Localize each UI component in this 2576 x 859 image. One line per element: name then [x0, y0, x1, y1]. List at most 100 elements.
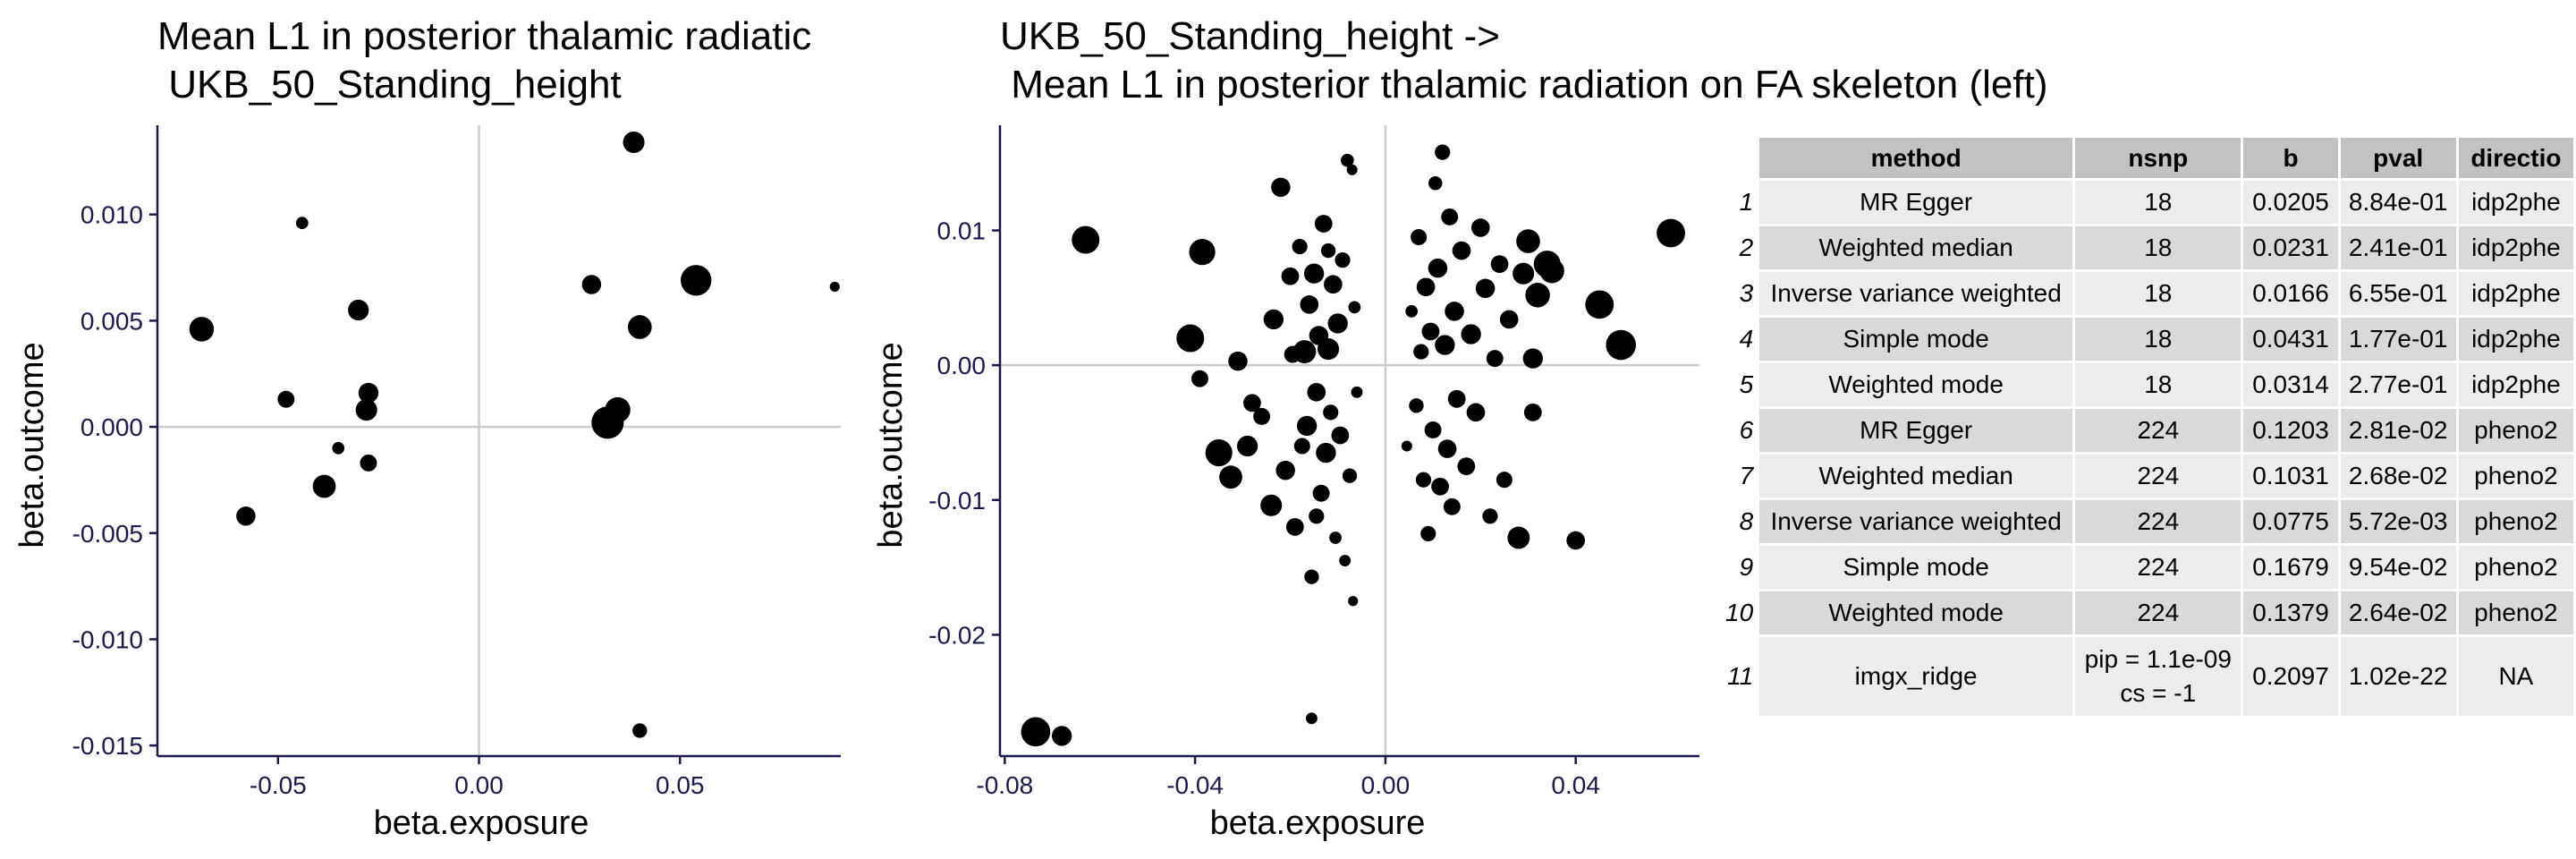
header-index: [1725, 138, 1757, 178]
x-tick-label: -0.08: [976, 771, 1033, 799]
data-point: [1499, 310, 1519, 329]
data-point: [1351, 386, 1363, 398]
y-tick-label: -0.005: [72, 520, 143, 548]
data-point: [1435, 335, 1455, 355]
data-point: [581, 275, 602, 294]
data-point: [1072, 225, 1100, 254]
data-point: [1437, 439, 1457, 458]
data-point: [1475, 278, 1496, 299]
table-row: 7 Weighted median 224 0.1031 2.68e-02 pheno2: [1725, 455, 2573, 498]
data-point: [1314, 215, 1333, 233]
cell-pval: 1.77e-01: [2340, 318, 2456, 361]
data-point: [1219, 465, 1242, 489]
y-tick-label: -0.015: [72, 732, 143, 760]
data-point: [1335, 252, 1351, 268]
header-direction: directio: [2458, 138, 2573, 178]
data-point: [1470, 218, 1490, 237]
data-point: [1329, 532, 1342, 544]
data-point: [1445, 302, 1464, 321]
chart-title: UKB_50_Standing_height: [157, 63, 622, 106]
table-row: 8 Inverse variance weighted 224 0.0775 5.72e…: [1725, 500, 2573, 543]
y-tick-label: 0.01: [937, 217, 987, 245]
data-point: [1435, 144, 1451, 160]
cell-nsnp: 224: [2075, 546, 2241, 589]
data-point: [1342, 468, 1358, 483]
row-index: 6: [1739, 416, 1754, 444]
table-row: 6 MR Egger 224 0.1203 2.81e-02 pheno2: [1725, 409, 2573, 452]
cell-nsnp: 224: [2075, 500, 2241, 543]
table-row: 9 Simple mode 224 0.1679 9.54e-02 pheno2: [1725, 546, 2573, 589]
table-row: 2 Weighted median 18 0.0231 2.41e-01 idp2phe: [1725, 226, 2573, 269]
y-tick-label: -0.010: [72, 625, 143, 653]
cell-method: imgx_ridge: [1759, 637, 2073, 716]
y-tick-label: 0.000: [80, 413, 143, 441]
data-point: [1507, 526, 1530, 549]
data-point: [1405, 305, 1419, 318]
data-point: [1513, 262, 1535, 285]
cell-nsnp: 224: [2075, 591, 2241, 634]
cell-nsnp: 18: [2075, 318, 2241, 361]
x-tick-label: 0.05: [656, 771, 705, 799]
data-point: [1228, 351, 1248, 371]
data-point: [1307, 382, 1326, 402]
data-point: [312, 474, 336, 498]
cell-pval: 2.68e-02: [2340, 455, 2456, 498]
data-point: [1447, 389, 1466, 408]
table-row: 10 Weighted mode 224 0.1379 2.64e-02 pheno2: [1725, 591, 2573, 634]
table-row: 5 Weighted mode 18 0.0314 2.77e-01 idp2phe: [1725, 363, 2573, 406]
table-row: 11 imgx_ridge pip = 1.1e-09 cs = -1 0.2097 1.…: [1725, 637, 2573, 716]
cell-b: 0.0205: [2243, 181, 2338, 224]
data-point: [236, 506, 256, 526]
data-point: [1189, 238, 1216, 266]
data-point: [1339, 555, 1352, 567]
cell-method: Weighted median: [1759, 226, 2073, 269]
cell-method: MR Egger: [1759, 409, 2073, 452]
data-point: [1461, 324, 1481, 344]
table-row: 4 Simple mode 18 0.0431 1.77e-01 idp2phe: [1725, 318, 2573, 361]
data-point: [1260, 494, 1283, 516]
y-tick-label: 0.005: [80, 307, 143, 335]
data-point: [1566, 531, 1586, 550]
data-point: [1490, 255, 1509, 274]
chart-title: Mean L1 in posterior thalamic radiatic: [157, 14, 811, 58]
y-tick-label: 0.00: [937, 352, 987, 379]
y-tick-label: -0.02: [928, 621, 986, 649]
data-point: [360, 454, 377, 472]
cell-b: 0.1031: [2243, 455, 2338, 498]
x-axis-label: beta.exposure: [1210, 804, 1426, 842]
table-row: 3 Inverse variance weighted 18 0.0166 6.55e-…: [1725, 272, 2573, 315]
cell-method: Inverse variance weighted: [1759, 272, 2073, 315]
cell-pval: 5.72e-03: [2340, 500, 2456, 543]
data-point: [1205, 439, 1233, 467]
x-axis-label: beta.exposure: [374, 804, 589, 842]
data-point: [1281, 267, 1300, 285]
cell-direction: idp2phe: [2458, 318, 2573, 361]
chart-title: UKB_50_Standing_height ->: [1000, 14, 1500, 58]
data-point: [1428, 258, 1448, 278]
cell-direction: pheno2: [2458, 546, 2573, 589]
data-point: [1482, 508, 1498, 524]
table-row: 1 MR Egger 18 0.0205 8.84e-01 idp2phe: [1725, 181, 2573, 224]
row-index: 11: [1727, 662, 1754, 690]
data-point: [605, 396, 631, 423]
data-point: [1341, 153, 1354, 167]
data-point: [1300, 295, 1319, 314]
nsnp-pip: pip = 1.1e-09: [2084, 645, 2232, 673]
cell-nsnp: 18: [2075, 226, 2241, 269]
data-point: [1303, 263, 1325, 284]
data-point: [1191, 370, 1208, 387]
data-point: [1539, 258, 1564, 284]
data-point: [348, 299, 369, 321]
row-index: 1: [1739, 188, 1754, 216]
cell-method: Weighted mode: [1759, 363, 2073, 406]
chart-title: Mean L1 in posterior thalamic radiation …: [1000, 63, 2048, 106]
cell-pval: 1.02e-22: [2340, 637, 2456, 716]
x-tick-label: 0.04: [1551, 771, 1600, 799]
cell-b: 0.0314: [2243, 363, 2338, 406]
header-nsnp: nsnp: [2075, 138, 2241, 178]
data-point: [1237, 435, 1258, 457]
row-index: 3: [1739, 279, 1754, 307]
data-point: [1523, 403, 1542, 421]
data-point: [1413, 344, 1429, 360]
